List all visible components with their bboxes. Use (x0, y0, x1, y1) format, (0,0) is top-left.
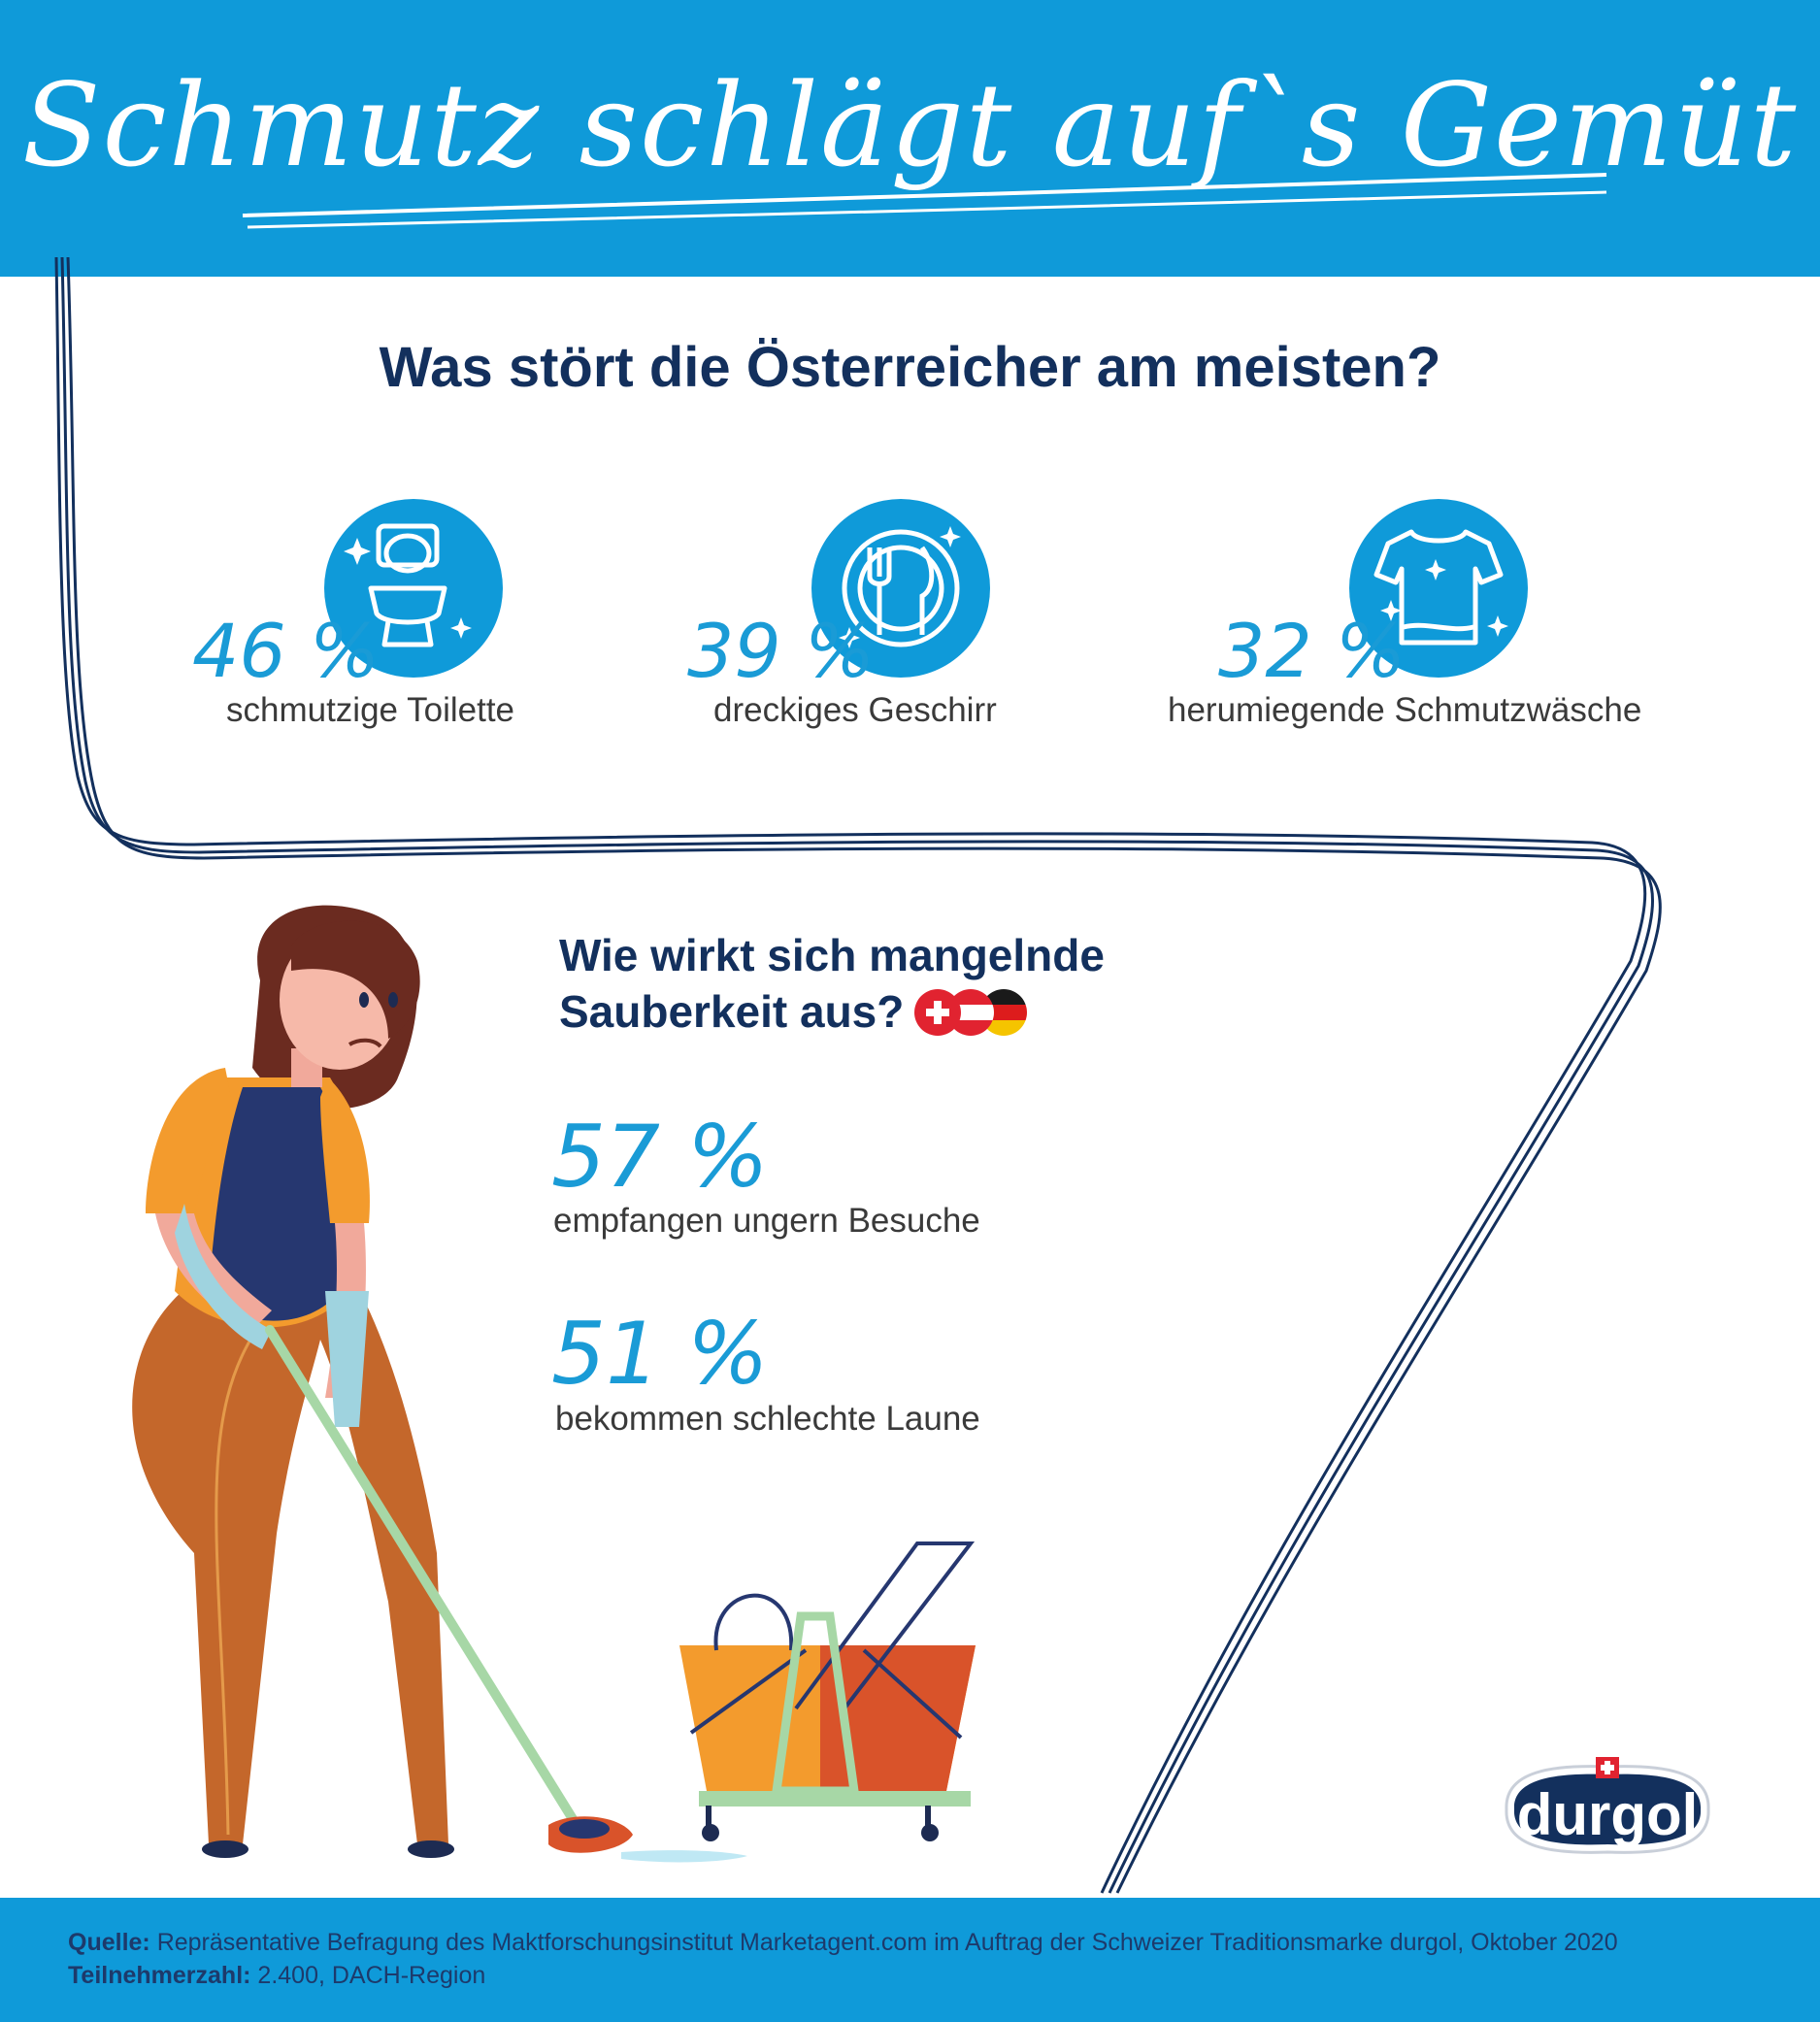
section-heading-2: Wie wirkt sich mangelnde Sauberkeit aus? (559, 927, 1105, 1040)
stat-percentage-1: 46 % (192, 608, 381, 694)
footer-source-text: Repräsentative Befragung des Maktforschu… (149, 1929, 1618, 1956)
section-heading-2-line1: Wie wirkt sich mangelnde (559, 930, 1105, 980)
section-heading-2-line2: Sauberkeit aus? (559, 986, 905, 1037)
footer-source: Quelle: Repräsentative Befragung des Mak… (68, 1929, 1618, 1957)
title-underline (242, 173, 1607, 229)
footer-source-key: Quelle: (68, 1929, 150, 1956)
section-heading-1: Was stört die Österreicher am meisten? (379, 336, 1441, 399)
stat-percentage-visitors: 57 % (551, 1107, 769, 1207)
shirt-icon (1349, 499, 1528, 678)
switzerland-flag (914, 989, 961, 1036)
stat-percentage-2: 39 % (687, 608, 876, 694)
stat-label-mood: bekommen schlechte Laune (555, 1400, 980, 1438)
footer-participants-key: Teilnehmerzahl: (68, 1962, 251, 1989)
stat-label-3: herumiegende Schmutzwäsche (1168, 691, 1642, 729)
footer-banner (0, 1898, 1820, 2022)
flags-group (914, 989, 1027, 1036)
stat-label-2: dreckiges Geschirr (713, 691, 997, 729)
durgol-logo (1505, 1757, 1710, 1854)
page-title: Schmutz schlägt auf`s Gemüt (21, 58, 1799, 192)
stat-label-1: schmutzige Toilette (226, 691, 515, 729)
stat-percentage-3: 32 % (1218, 608, 1406, 694)
toilet-icon (324, 499, 503, 678)
logo-text: durgol (1516, 1782, 1699, 1847)
footer-participants-text: 2.400, DACH-Region (250, 1962, 486, 1989)
stat-label-visitors: empfangen ungern Besuche (553, 1202, 980, 1240)
footer-participants: Teilnehmerzahl: 2.400, DACH-Region (68, 1962, 485, 1990)
plate-cutlery-icon (811, 499, 990, 678)
header-banner (0, 0, 1820, 277)
stat-percentage-mood: 51 % (551, 1304, 769, 1404)
